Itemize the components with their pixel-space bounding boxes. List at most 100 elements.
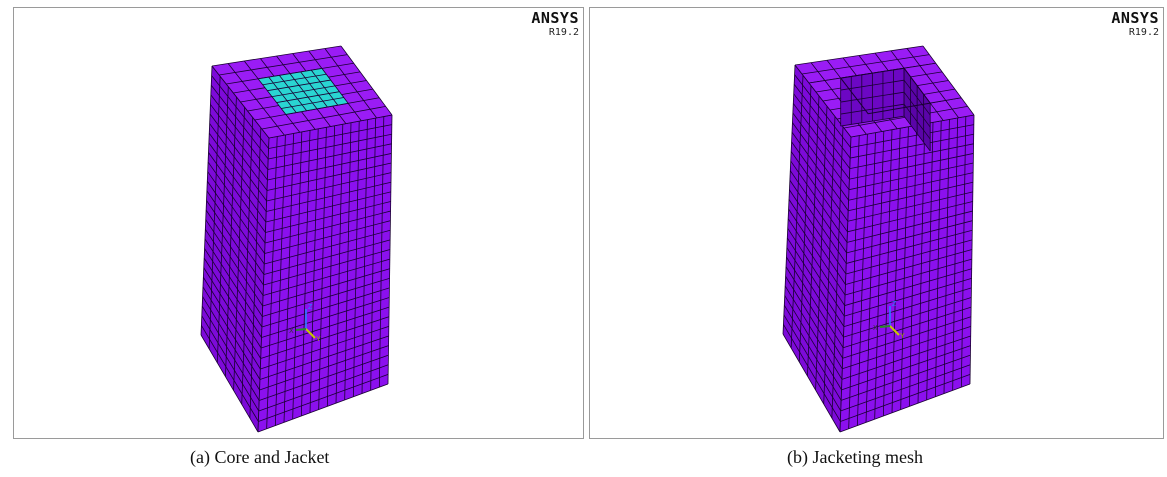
mesh-line (849, 143, 974, 169)
mesh-line (840, 115, 905, 127)
mesh-line (788, 199, 846, 285)
top-ring-right (903, 62, 962, 104)
mesh-line (211, 75, 269, 149)
mesh-line (848, 181, 974, 212)
front-face (257, 114, 393, 433)
mesh-line (930, 97, 962, 104)
mesh-line (784, 295, 842, 391)
mesh-line (204, 229, 263, 317)
mesh-line (840, 374, 971, 422)
mesh-line (208, 142, 267, 223)
ansys-brand: ANSYS (531, 9, 579, 27)
mesh-line (849, 153, 974, 180)
mesh-line (841, 335, 971, 380)
mesh-line (792, 112, 850, 190)
axis-x (879, 325, 891, 328)
mesh-line (201, 325, 259, 422)
mesh-line (785, 276, 843, 369)
mesh-line (846, 210, 973, 243)
mesh-line (262, 268, 390, 307)
axis-triad: Z Y X (289, 304, 321, 343)
mesh-line (843, 287, 972, 328)
top-core (257, 68, 349, 115)
mesh-line (903, 91, 931, 128)
mesh-line (787, 218, 846, 306)
panel-jacketing-mesh: Z Y X ANSYS R19.2 (589, 7, 1164, 439)
mesh-line (782, 333, 841, 433)
mesh-line (844, 258, 972, 296)
mesh-line (261, 297, 390, 338)
mesh-line (840, 103, 905, 115)
mesh-line (790, 151, 848, 233)
mesh-line (848, 162, 974, 191)
mesh-line (276, 91, 340, 103)
mesh-line (266, 162, 392, 191)
mesh-line (210, 84, 269, 160)
mesh-line (783, 314, 842, 412)
mesh-line (904, 62, 936, 69)
mesh-line (785, 266, 844, 359)
mesh-line (210, 94, 269, 170)
mesh-line (844, 268, 972, 306)
ansys-brand: ANSYS (1111, 9, 1159, 27)
mesh-line (261, 287, 390, 328)
left-face (200, 65, 270, 433)
mesh-line (268, 133, 392, 160)
mesh-line (850, 124, 974, 148)
mesh-line (211, 45, 342, 67)
mesh-line (845, 239, 973, 275)
mesh-line (209, 123, 267, 202)
front-face-fill (258, 115, 392, 432)
axis-y (889, 325, 900, 336)
mesh-line (264, 210, 391, 244)
axis-x-label: X (873, 325, 878, 332)
mesh-line (206, 181, 265, 265)
mesh-line (204, 248, 262, 338)
top-core-grid (257, 68, 349, 115)
front-face (839, 114, 975, 433)
mesh-line (285, 102, 349, 115)
axis-x-label: X (289, 328, 294, 335)
mesh-line (840, 364, 971, 412)
axis-triad: Z Y X (873, 301, 905, 340)
mesh-line (794, 74, 851, 148)
mesh-line (789, 180, 847, 264)
mesh-line (281, 97, 344, 109)
mesh-line (844, 277, 972, 317)
mesh-line (841, 354, 971, 401)
mesh-line (205, 219, 264, 307)
mesh-line (263, 239, 391, 275)
mesh-line (787, 228, 845, 317)
mesh-line (848, 172, 974, 201)
mesh-line (847, 191, 973, 222)
mesh-line (258, 364, 389, 412)
mesh-line (207, 161, 266, 244)
mesh-line (271, 85, 336, 98)
mesh-line (783, 304, 842, 401)
mesh-line (258, 374, 389, 422)
mesh-line (847, 201, 973, 233)
left-face-grid (200, 65, 270, 433)
mesh-line (783, 324, 841, 422)
ansys-version: R19.2 (548, 27, 579, 38)
mesh-line (842, 316, 972, 359)
mesh-line (267, 79, 331, 92)
mesh-line (264, 220, 391, 254)
mesh-line (206, 200, 264, 286)
mesh-line (266, 181, 392, 212)
mesh-line (202, 286, 261, 380)
mesh-line (208, 152, 266, 233)
mesh-line (786, 237, 845, 327)
mesh-line (265, 191, 391, 223)
caption-b: (b) Jacketing mesh (787, 447, 923, 467)
mesh-line (259, 335, 389, 380)
mesh-line (789, 189, 847, 275)
axis-z-label: Z (308, 304, 313, 311)
mesh-line (790, 160, 848, 243)
mesh-line (791, 141, 849, 222)
mesh-line (792, 103, 850, 180)
mesh-line (262, 277, 390, 317)
mesh-line (206, 190, 265, 275)
mesh-line (843, 297, 972, 338)
mesh-line (257, 383, 389, 433)
